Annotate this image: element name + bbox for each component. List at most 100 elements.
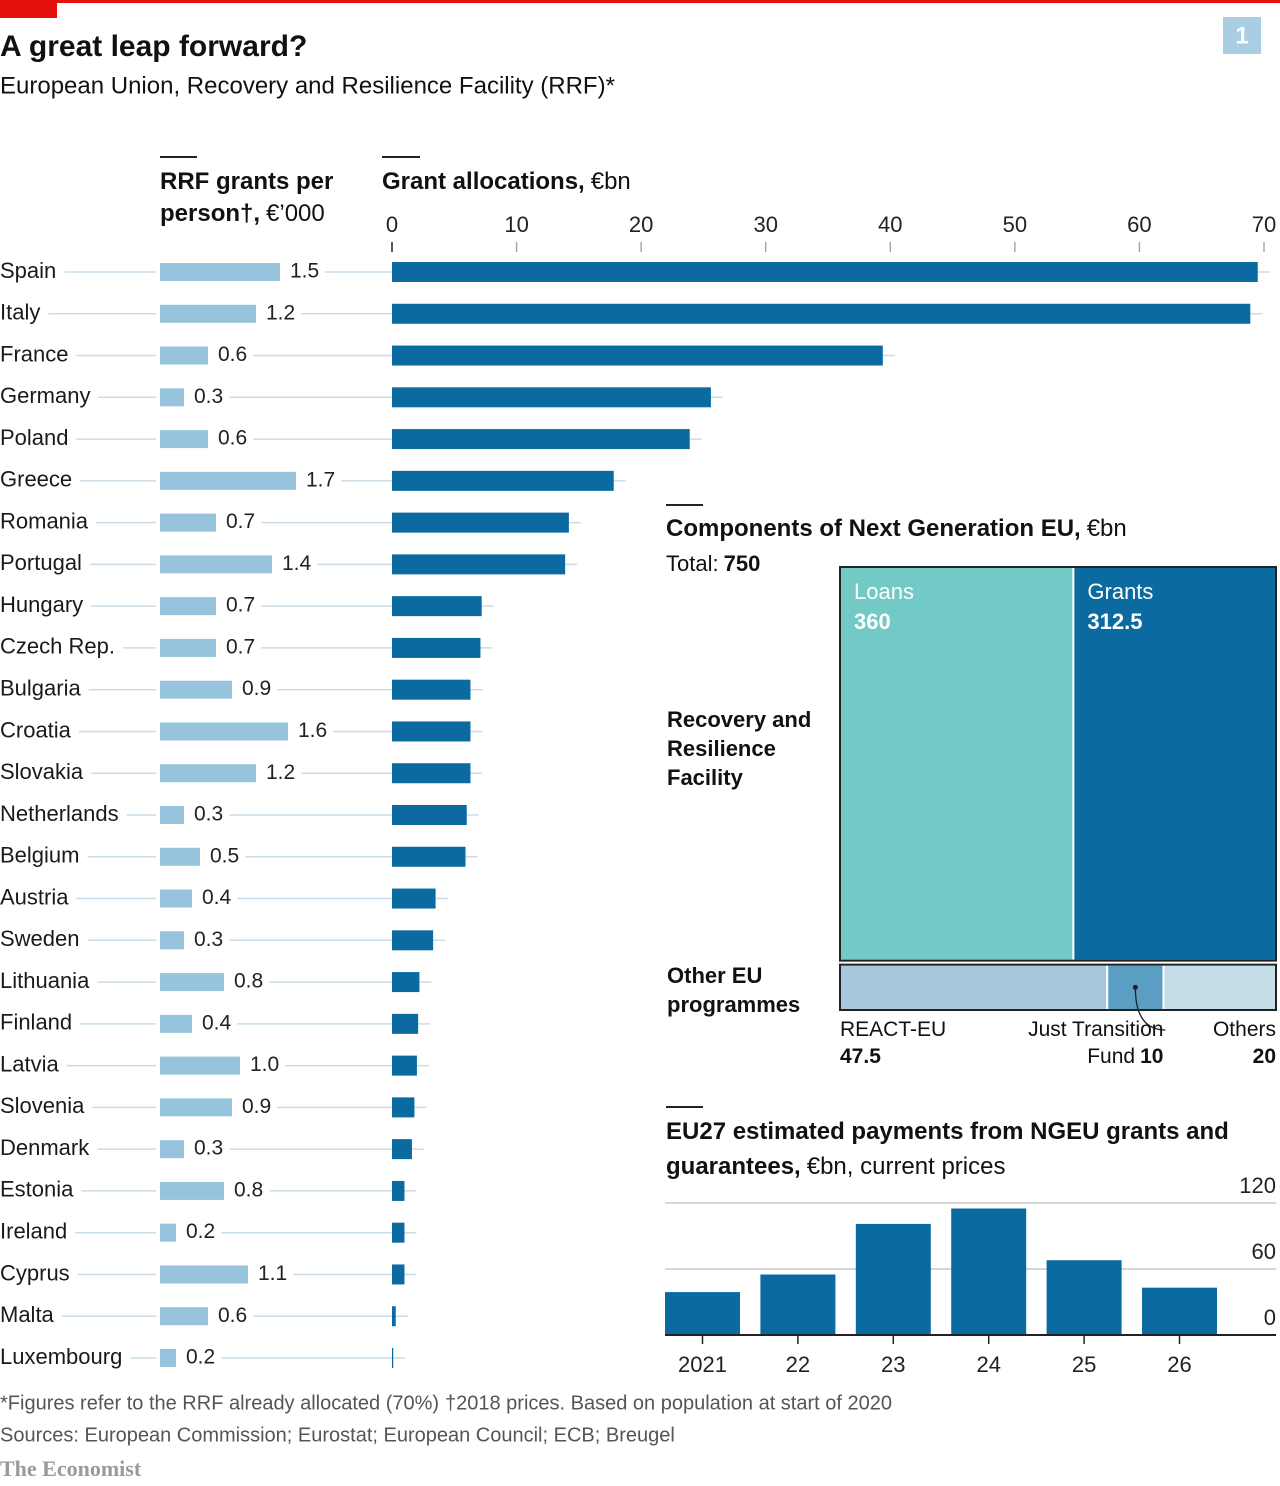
value-label: 0.7 [226, 635, 255, 658]
bar [760, 1274, 836, 1335]
country-label: Sweden [0, 926, 80, 951]
value-label: 0.4 [202, 1011, 232, 1034]
bar [160, 471, 296, 490]
country-label: Finland [0, 1010, 72, 1035]
value-label: 0.7 [226, 510, 255, 533]
x-tick-label: 24 [976, 1352, 1000, 1377]
cell-name: Just Transition Fund [1028, 1018, 1164, 1068]
bar [855, 1223, 931, 1335]
chart-unit: €’000 [266, 200, 325, 227]
chart-title-text: Components of Next Generation EU, [666, 515, 1081, 542]
bar [160, 764, 256, 783]
bar [160, 1056, 240, 1075]
total-label: Total: [666, 551, 719, 576]
subtitle: European Union, Recovery and Resilience … [0, 72, 615, 99]
group-label: Other EU programmes [667, 961, 817, 1019]
country-label: Slovenia [0, 1093, 85, 1118]
value-label: 1.2 [266, 761, 295, 784]
bar [392, 1348, 394, 1368]
chart-title: Components of Next Generation EU, €bn [666, 513, 1266, 545]
value-label: 0.9 [242, 677, 271, 700]
cell-label: Grants 312.5 [1087, 577, 1153, 637]
country-label: Netherlands [0, 801, 119, 826]
value-label: 1.7 [306, 468, 335, 491]
bar [160, 430, 208, 449]
bar [392, 429, 690, 450]
cell-value: 360 [854, 609, 891, 634]
cell-name: Loans [854, 579, 914, 604]
bar [392, 345, 883, 366]
bar [392, 763, 471, 784]
country-label: Portugal [0, 550, 82, 575]
bar [392, 679, 471, 700]
country-label: Austria [0, 884, 69, 909]
bar [392, 554, 566, 575]
x-tick-label: 60 [1127, 212, 1151, 237]
chart-title: EU27 estimated payments from NGEU grants… [666, 1114, 1266, 1184]
value-label: 0.6 [218, 343, 247, 366]
cell-name: REACT-EU [840, 1018, 947, 1041]
bar [160, 806, 184, 824]
chart-unit: €bn [1086, 515, 1127, 542]
cell-label: Just Transition Fund 10 [1003, 1016, 1163, 1070]
value-label: 0.3 [194, 385, 223, 408]
country-label: Latvia [0, 1051, 59, 1076]
value-label: 0.2 [186, 1220, 215, 1243]
bar [392, 262, 1258, 282]
value-label: 1.1 [258, 1262, 287, 1285]
bar [392, 596, 482, 617]
bar [160, 388, 184, 407]
value-label: 0.5 [210, 844, 239, 867]
bar [392, 303, 1251, 324]
cell-value: 47.5 [840, 1045, 881, 1068]
bar [665, 1292, 740, 1335]
value-label: 0.2 [186, 1346, 215, 1369]
bar [160, 1181, 224, 1200]
bar [160, 513, 216, 532]
x-tick-label: 20 [629, 212, 653, 237]
cell-name: Others [1212, 1018, 1276, 1041]
value-label: 0.6 [218, 1304, 247, 1327]
country-label: Poland [0, 425, 69, 450]
country-label: Denmark [0, 1135, 90, 1160]
bar [160, 263, 280, 281]
bar [392, 1013, 419, 1034]
group-name: Recovery and Resilience Facility [667, 706, 812, 790]
total-line: Total: 750 [666, 550, 760, 578]
group-label: Recovery and Resilience Facility [667, 705, 817, 792]
value-label: 0.3 [194, 803, 223, 826]
value-label: 0.7 [226, 594, 255, 617]
bar [160, 597, 216, 616]
bar [160, 680, 232, 699]
bar [160, 638, 216, 657]
treemap-cell [839, 566, 1075, 962]
bar [160, 1098, 232, 1117]
bar [160, 346, 208, 365]
bar [160, 973, 224, 992]
country-label: Romania [0, 508, 89, 533]
bar [392, 470, 614, 491]
group-outline [839, 963, 1277, 1011]
connector-dot [1132, 984, 1138, 990]
bar [160, 304, 256, 323]
x-tick-label: 30 [753, 212, 777, 237]
country-label: Germany [0, 383, 90, 408]
cell-label: Loans 360 [854, 577, 914, 637]
x-tick-label: 23 [881, 1352, 905, 1377]
group-outline [839, 566, 1277, 962]
value-label: 1.0 [250, 1053, 279, 1076]
bar [392, 930, 434, 951]
x-tick-label: 22 [786, 1352, 810, 1377]
y-tick-label: 0 [1264, 1305, 1276, 1330]
value-label: 1.6 [298, 719, 327, 742]
x-tick-label: 2021 [678, 1352, 727, 1377]
x-tick-label: 70 [1252, 212, 1276, 237]
bar [160, 889, 192, 908]
x-tick-label: 0 [386, 212, 398, 237]
cell-value: 10 [1140, 1045, 1164, 1068]
cell-value: 312.5 [1087, 609, 1143, 634]
cell-name: Grants [1087, 579, 1154, 604]
title: A great leap forward? [0, 30, 307, 63]
brand: The Economist [0, 1456, 142, 1481]
